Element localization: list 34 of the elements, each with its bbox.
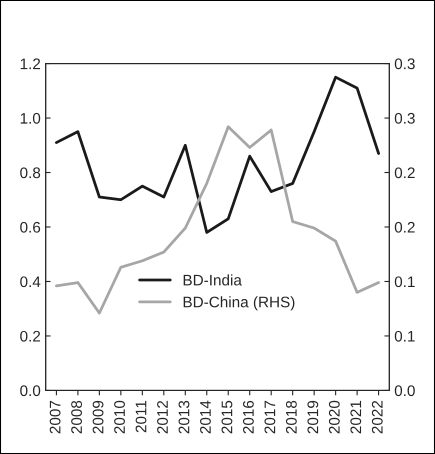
y-tick-label: 0.4 — [20, 276, 40, 288]
line-series — [55, 125, 380, 314]
y-tick-label: 0.0 — [20, 385, 40, 396]
y2-tick-label: 0.2 — [394, 167, 415, 178]
x-tick-label: 2022 — [372, 400, 383, 434]
y-tick-label: 0.2 — [20, 330, 40, 342]
y2-tick-label: 0.0 — [394, 385, 415, 396]
x-tick-label: 2008 — [71, 400, 82, 434]
legend-label: BD-India — [184, 274, 242, 286]
y-tick-label: 0.8 — [20, 167, 40, 178]
y2-tick-label: 0.1 — [394, 330, 415, 342]
x-tick-label: 2016 — [243, 400, 254, 434]
x-tick-label: 2014 — [200, 400, 211, 434]
y-tick-label: 1.0 — [20, 112, 40, 124]
y-tick-label: 1.2 — [20, 58, 40, 70]
x-tick-label: 2007 — [50, 400, 61, 434]
x-tick-label: 2009 — [92, 400, 104, 434]
y2-tick-label: 0.2 — [394, 222, 415, 233]
y-tick-label: 0.6 — [20, 222, 40, 233]
x-tick-label: 2018 — [286, 400, 297, 434]
x-tick-label: 2012 — [157, 400, 168, 434]
x-tick-label: 2013 — [178, 400, 190, 434]
line-series — [55, 76, 380, 234]
x-tick-label: 2020 — [328, 400, 340, 434]
x-tick-label: 2021 — [350, 400, 362, 434]
legend-label: BD-China (RHS) — [184, 296, 294, 310]
x-tick-label: 2011 — [136, 400, 146, 432]
y2-tick-label: 0.1 — [394, 276, 415, 288]
y2-tick-label: 0.3 — [394, 112, 415, 124]
x-tick-label: 2017 — [264, 400, 276, 434]
y2-tick-label: 0.3 — [394, 58, 415, 70]
x-tick-label: 2015 — [222, 400, 232, 434]
x-tick-label: 2019 — [307, 400, 318, 434]
x-tick-label: 2010 — [114, 400, 125, 434]
